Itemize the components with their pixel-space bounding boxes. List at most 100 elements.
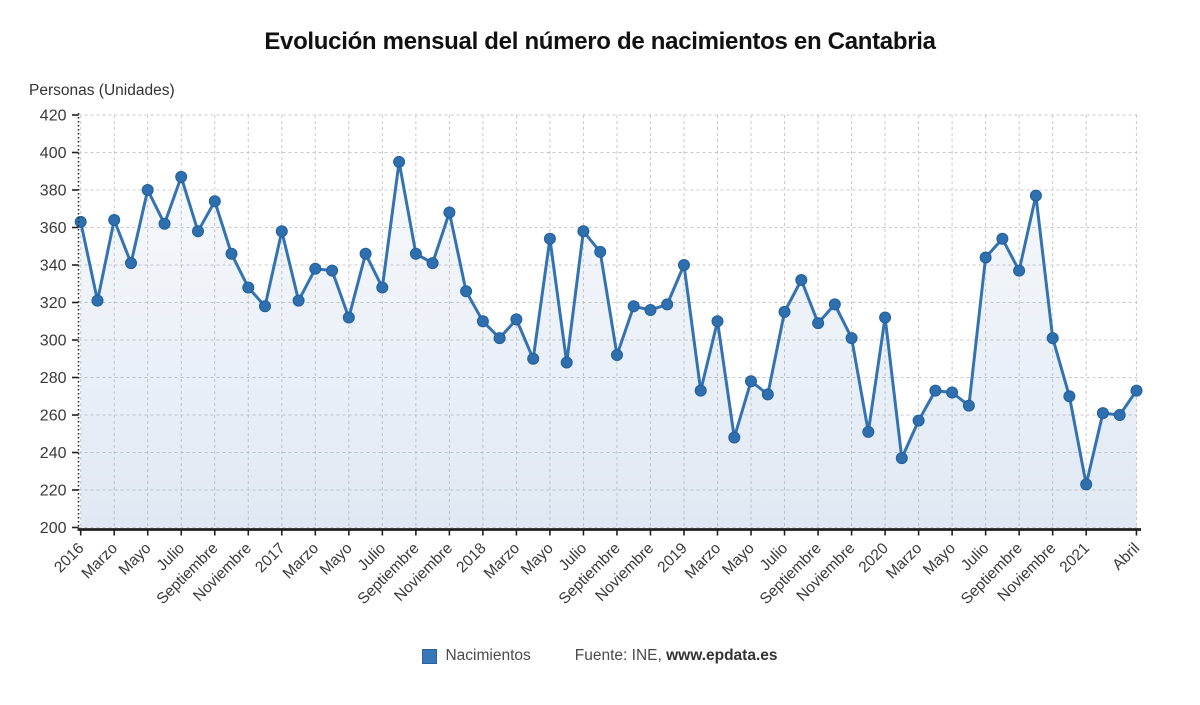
- data-point[interactable]: [359, 247, 372, 260]
- data-point[interactable]: [158, 217, 171, 230]
- data-point[interactable]: [1029, 189, 1042, 202]
- source-site-link[interactable]: www.epdata.es: [666, 647, 778, 664]
- data-point[interactable]: [862, 425, 875, 438]
- data-point[interactable]: [393, 155, 406, 168]
- data-point[interactable]: [91, 294, 104, 307]
- data-point[interactable]: [946, 386, 959, 399]
- y-tick-label: 360: [40, 220, 67, 237]
- data-point[interactable]: [962, 399, 975, 412]
- chart-title: Evolución mensual del número de nacimien…: [264, 28, 936, 55]
- y-tick-label: 400: [40, 145, 67, 162]
- x-tick-label: Marzo: [280, 540, 322, 582]
- y-tick-label: 260: [40, 408, 67, 425]
- data-point[interactable]: [912, 414, 925, 427]
- data-point[interactable]: [845, 332, 858, 345]
- data-point[interactable]: [694, 384, 707, 397]
- data-point[interactable]: [1080, 478, 1093, 491]
- data-point[interactable]: [644, 304, 657, 316]
- data-point[interactable]: [761, 388, 774, 401]
- data-point[interactable]: [1046, 332, 1059, 345]
- data-point[interactable]: [426, 257, 439, 270]
- x-tick-label: Mayo: [920, 540, 959, 579]
- chart-footer: Nacimientos Fuente: INE, www.epdata.es: [0, 647, 1200, 665]
- x-tick-label: Marzo: [79, 540, 121, 582]
- data-point[interactable]: [510, 313, 523, 326]
- x-tick-label: Marzo: [682, 540, 724, 582]
- data-point[interactable]: [493, 332, 506, 345]
- data-point[interactable]: [543, 232, 556, 245]
- y-tick-label: 200: [40, 520, 67, 537]
- legend-item-nacimientos[interactable]: Nacimientos: [422, 647, 531, 665]
- data-point[interactable]: [1063, 390, 1076, 403]
- data-point[interactable]: [979, 251, 992, 264]
- legend-swatch-icon: [422, 648, 438, 664]
- data-point[interactable]: [175, 170, 188, 183]
- data-point[interactable]: [1096, 407, 1109, 420]
- data-point[interactable]: [1113, 409, 1126, 421]
- data-point[interactable]: [292, 294, 305, 307]
- x-tick-label: Mayo: [317, 540, 356, 579]
- x-tick-label: Marzo: [481, 540, 523, 582]
- data-point[interactable]: [879, 311, 892, 324]
- y-tick-label: 220: [40, 483, 67, 500]
- data-point[interactable]: [376, 281, 389, 294]
- data-point[interactable]: [242, 281, 255, 294]
- data-point[interactable]: [661, 298, 674, 311]
- data-point[interactable]: [594, 245, 607, 258]
- x-tick-label: Mayo: [116, 540, 155, 579]
- data-point[interactable]: [342, 311, 355, 324]
- data-point[interactable]: [611, 349, 623, 361]
- y-tick-label: 420: [40, 108, 67, 125]
- y-tick-label: 380: [40, 183, 67, 200]
- data-point[interactable]: [795, 274, 808, 286]
- source-line: Fuente: INE, www.epdata.es: [575, 647, 778, 665]
- data-point[interactable]: [1130, 384, 1143, 397]
- data-point[interactable]: [208, 195, 221, 208]
- data-point[interactable]: [812, 317, 825, 330]
- data-point[interactable]: [443, 206, 456, 219]
- data-point[interactable]: [929, 384, 942, 397]
- y-tick-label: 340: [40, 258, 67, 275]
- source-prefix: Fuente: INE,: [574, 647, 662, 664]
- data-point[interactable]: [460, 285, 473, 298]
- data-point[interactable]: [728, 431, 741, 444]
- y-gridlines: 200 220 240 260 280 300 320 340 360 380 400 420: [40, 108, 1141, 537]
- data-point[interactable]: [527, 352, 540, 365]
- x-tick-label: Mayo: [518, 540, 557, 579]
- y-tick-label: 280: [40, 370, 67, 387]
- x-tick-label: Mayo: [719, 540, 758, 579]
- data-point[interactable]: [74, 215, 87, 228]
- data-point[interactable]: [409, 247, 422, 260]
- data-point[interactable]: [678, 259, 690, 271]
- data-point[interactable]: [996, 232, 1009, 245]
- data-point[interactable]: [108, 214, 121, 226]
- data-point[interactable]: [577, 225, 590, 238]
- data-point[interactable]: [309, 262, 322, 275]
- data-point[interactable]: [141, 184, 154, 196]
- data-point[interactable]: [476, 315, 489, 328]
- data-point[interactable]: [1013, 264, 1026, 277]
- y-tick-label: 240: [40, 445, 67, 462]
- data-point[interactable]: [745, 375, 757, 388]
- legend-label: Nacimientos: [445, 647, 531, 664]
- data-point[interactable]: [259, 300, 271, 313]
- data-point[interactable]: [895, 452, 908, 465]
- series-markers: [74, 155, 1143, 491]
- y-tick-label: 300: [40, 333, 67, 350]
- y-tick-label: 320: [40, 295, 67, 312]
- data-point[interactable]: [778, 305, 791, 318]
- data-point[interactable]: [125, 257, 137, 270]
- data-point[interactable]: [711, 315, 724, 328]
- series-line: [79, 160, 1138, 486]
- series-area: [80, 161, 1137, 528]
- data-point[interactable]: [627, 300, 640, 313]
- x-tick-label: Marzo: [883, 540, 925, 582]
- data-point[interactable]: [225, 247, 238, 260]
- data-point[interactable]: [828, 298, 841, 311]
- data-point[interactable]: [560, 356, 573, 369]
- data-point[interactable]: [275, 225, 288, 238]
- data-point[interactable]: [192, 225, 204, 238]
- data-point[interactable]: [326, 264, 339, 277]
